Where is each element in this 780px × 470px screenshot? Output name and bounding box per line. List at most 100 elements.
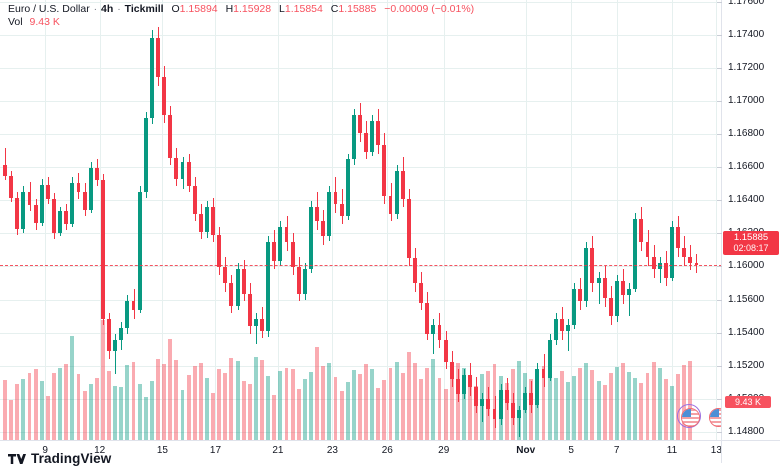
price-axis-tick: 1.15200 [717, 360, 780, 371]
candle-body [394, 171, 399, 215]
candle-body [205, 206, 209, 232]
price-tick-dash [717, 1, 722, 3]
candle-body [627, 289, 632, 296]
price-tick-dash [717, 34, 722, 36]
volume-bar [388, 367, 393, 440]
candle-body [614, 280, 619, 316]
volume-bar [70, 335, 75, 440]
price-tick-dash [717, 199, 722, 201]
candle-wick [519, 406, 520, 438]
data-source-label[interactable]: Tickmill [124, 3, 164, 15]
interval-label[interactable]: 4h [101, 3, 114, 15]
volume-bar [205, 377, 209, 440]
volume-bar [82, 391, 87, 440]
us-economic-event-1-flag-icon[interactable] [681, 408, 700, 427]
volume-bar [9, 399, 14, 440]
volume-bar [143, 397, 148, 440]
candle-body [602, 277, 607, 299]
volume-bar [223, 372, 228, 440]
volume-bar [131, 361, 136, 440]
volume-bar [553, 377, 558, 440]
volume-bar [382, 380, 387, 440]
gridline-horizontal [0, 134, 722, 135]
candle-body [223, 267, 228, 284]
candle-body [504, 389, 509, 404]
candle-body [455, 379, 460, 395]
legend-volume-row[interactable]: Vol 9.43 K [8, 16, 474, 29]
time-axis-tick: 7 [613, 445, 620, 456]
volume-bar [76, 374, 81, 440]
candle-body [566, 324, 570, 331]
volume-bar [333, 376, 338, 440]
candle-body [400, 171, 405, 200]
candle-body [192, 186, 197, 215]
price-axis-tick: 1.16000 [717, 260, 780, 271]
volume-axis-label[interactable]: 9.43 K [725, 396, 771, 408]
time-axis[interactable]: 9 12 15 17 21 23 26 29 Nov 5 7 11 13 [0, 440, 780, 463]
volume-bar [578, 368, 583, 440]
candle-body [229, 283, 234, 306]
gridline-horizontal [0, 366, 722, 367]
volume-bar [590, 370, 595, 440]
candle-body [663, 262, 668, 278]
candle-body [486, 398, 491, 409]
current-price-label[interactable]: 1.15885 02:08:17 [723, 231, 779, 255]
candle-wick [660, 256, 661, 284]
price-axis-tick: 1.17400 [717, 29, 780, 40]
candle-body [174, 157, 179, 179]
candle-wick [599, 271, 600, 305]
candle-wick [433, 318, 434, 355]
candle-body [449, 361, 454, 380]
candle-body [168, 115, 173, 158]
candle-body [156, 38, 160, 77]
candle-body [474, 386, 479, 407]
time-axis-tick: 15 [156, 445, 168, 456]
volume-bar [27, 372, 32, 440]
symbol-name[interactable]: Euro / U.S. Dollar [8, 3, 90, 15]
candle-body [639, 218, 644, 243]
close-key: C [330, 3, 339, 15]
candle-body [211, 206, 216, 235]
volume-bar [260, 359, 264, 440]
tradingview-logo[interactable]: TradingView [8, 451, 111, 466]
candle-body [198, 214, 203, 232]
time-axis-tick: 17 [209, 445, 222, 456]
candle-wick [5, 147, 6, 181]
price-tick-dash [717, 265, 722, 267]
candle-body [529, 392, 534, 405]
candle-body [364, 132, 368, 153]
volume-bar [58, 367, 63, 440]
gridline-vertical [45, 0, 46, 440]
volume-bar [45, 396, 50, 440]
volume-bar [327, 362, 332, 440]
candle-body [113, 339, 118, 352]
gridline-horizontal [0, 399, 722, 400]
legend-symbol-row[interactable]: Euro / U.S. Dollar · 4h · Tickmill O1.15… [8, 3, 474, 16]
candle-body [510, 403, 515, 418]
flag-canton [682, 409, 691, 417]
volume-bar [339, 391, 344, 440]
time-axis-tick: 21 [272, 445, 284, 456]
candle-body [27, 191, 32, 206]
volume-bar [547, 364, 552, 440]
volume-bar [639, 382, 644, 440]
price-axis[interactable]: 1.17600 1.17400 1.17200 1.17000 1.16800 1.166… [717, 0, 780, 440]
candlestick-series [3, 26, 699, 438]
price-tick-dash [717, 67, 722, 69]
candle-body [9, 175, 14, 198]
candle-body [370, 121, 375, 153]
candle-body [682, 248, 687, 257]
time-axis-tick: 5 [568, 445, 574, 456]
candle-body [290, 242, 295, 268]
volume-bar [272, 394, 277, 440]
us-economic-event-2-flag-icon[interactable] [709, 408, 722, 427]
candle-body [327, 191, 332, 237]
gridline-horizontal [0, 35, 722, 36]
candle-body [572, 289, 577, 325]
chart-pane[interactable] [0, 0, 722, 440]
candle-body [431, 324, 436, 334]
candle-body [131, 301, 136, 311]
volume-bar [52, 373, 56, 440]
candle-body [180, 162, 185, 179]
volume-bar [596, 381, 601, 440]
